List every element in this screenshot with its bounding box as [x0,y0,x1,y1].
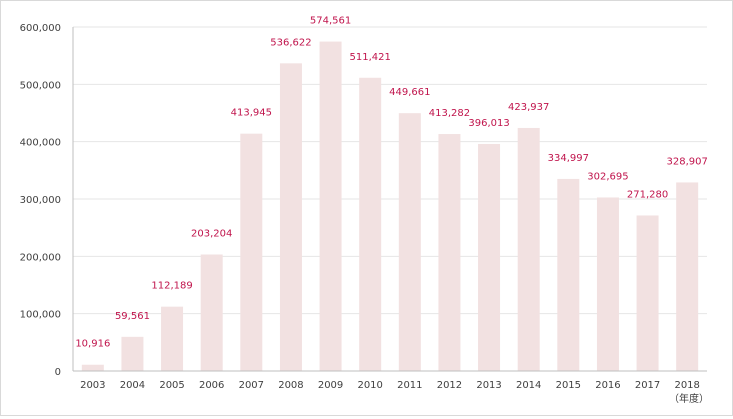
bar-2007 [240,133,263,371]
y-tick-label: 100,000 [20,310,61,321]
y-tick-label: 0 [55,367,61,378]
data-label-2013: 396,013 [468,118,509,129]
tick-labels: 0 100,000 200,000 300,000 400,000 500,000 600,… [20,23,700,391]
data-label-2004: 59,561 [115,311,150,322]
bar-2018 [676,182,699,371]
data-label-2003: 10,916 [75,339,110,350]
bar-2012 [438,134,461,371]
x-tick-label: 2012 [437,380,462,391]
x-tick-label: 2017 [635,380,660,391]
x-tick-label: 2011 [397,380,422,391]
bar-2011 [398,113,421,371]
y-tick-label: 300,000 [20,195,61,206]
bar-2016 [596,197,619,371]
x-tick-label: 2013 [476,380,501,391]
bar-2014 [517,127,540,372]
x-tick-label: 2010 [357,380,382,391]
x-tick-label: 2003 [80,380,105,391]
x-tick-label: 2006 [199,380,224,391]
bar-2013 [478,143,501,371]
data-label-2005: 112,189 [151,281,192,292]
bars [81,41,699,372]
bar-2017 [636,215,659,371]
data-label-2015: 334,997 [548,153,589,164]
data-label-2011: 449,661 [389,87,430,98]
data-label-2017: 271,280 [627,189,668,200]
x-axis-unit-label: （年度） [669,392,709,405]
y-tick-label: 600,000 [20,23,61,34]
y-tick-label: 400,000 [20,138,61,149]
data-labels: 10,916 59,561 112,189 203,204 413,945 536,622… [75,16,708,350]
x-tick-label: 2004 [120,380,145,391]
data-label-2009: 574,561 [310,16,351,27]
data-label-2012: 413,282 [429,108,470,119]
data-label-2018: 328,907 [667,156,708,167]
data-label-2016: 302,695 [587,171,628,182]
bar-2015 [557,178,580,371]
x-tick-label: 2015 [556,380,581,391]
x-tick-label: 2007 [239,380,264,391]
bar-2004 [121,336,144,371]
data-label-2006: 203,204 [191,228,232,239]
bar-2003 [81,364,104,371]
data-label-2008: 536,622 [270,37,311,48]
bar-2006 [200,254,223,371]
axes [72,27,707,372]
y-tick-label: 200,000 [20,252,61,263]
x-tick-label: 2009 [318,380,343,391]
x-tick-label: 2014 [516,380,541,391]
y-tick-label: 500,000 [20,80,61,91]
data-label-2014: 423,937 [508,102,549,113]
bar-2010 [359,77,382,372]
x-tick-label: 2016 [595,380,620,391]
bar-2005 [161,306,184,371]
x-tick-label: 2005 [159,380,184,391]
data-label-2007: 413,945 [231,108,272,119]
bar-2009 [319,41,342,372]
x-tick-label: 2008 [278,380,303,391]
x-tick-label: 2018 [674,380,699,391]
bar-2008 [279,63,302,371]
data-label-2010: 511,421 [350,52,391,63]
